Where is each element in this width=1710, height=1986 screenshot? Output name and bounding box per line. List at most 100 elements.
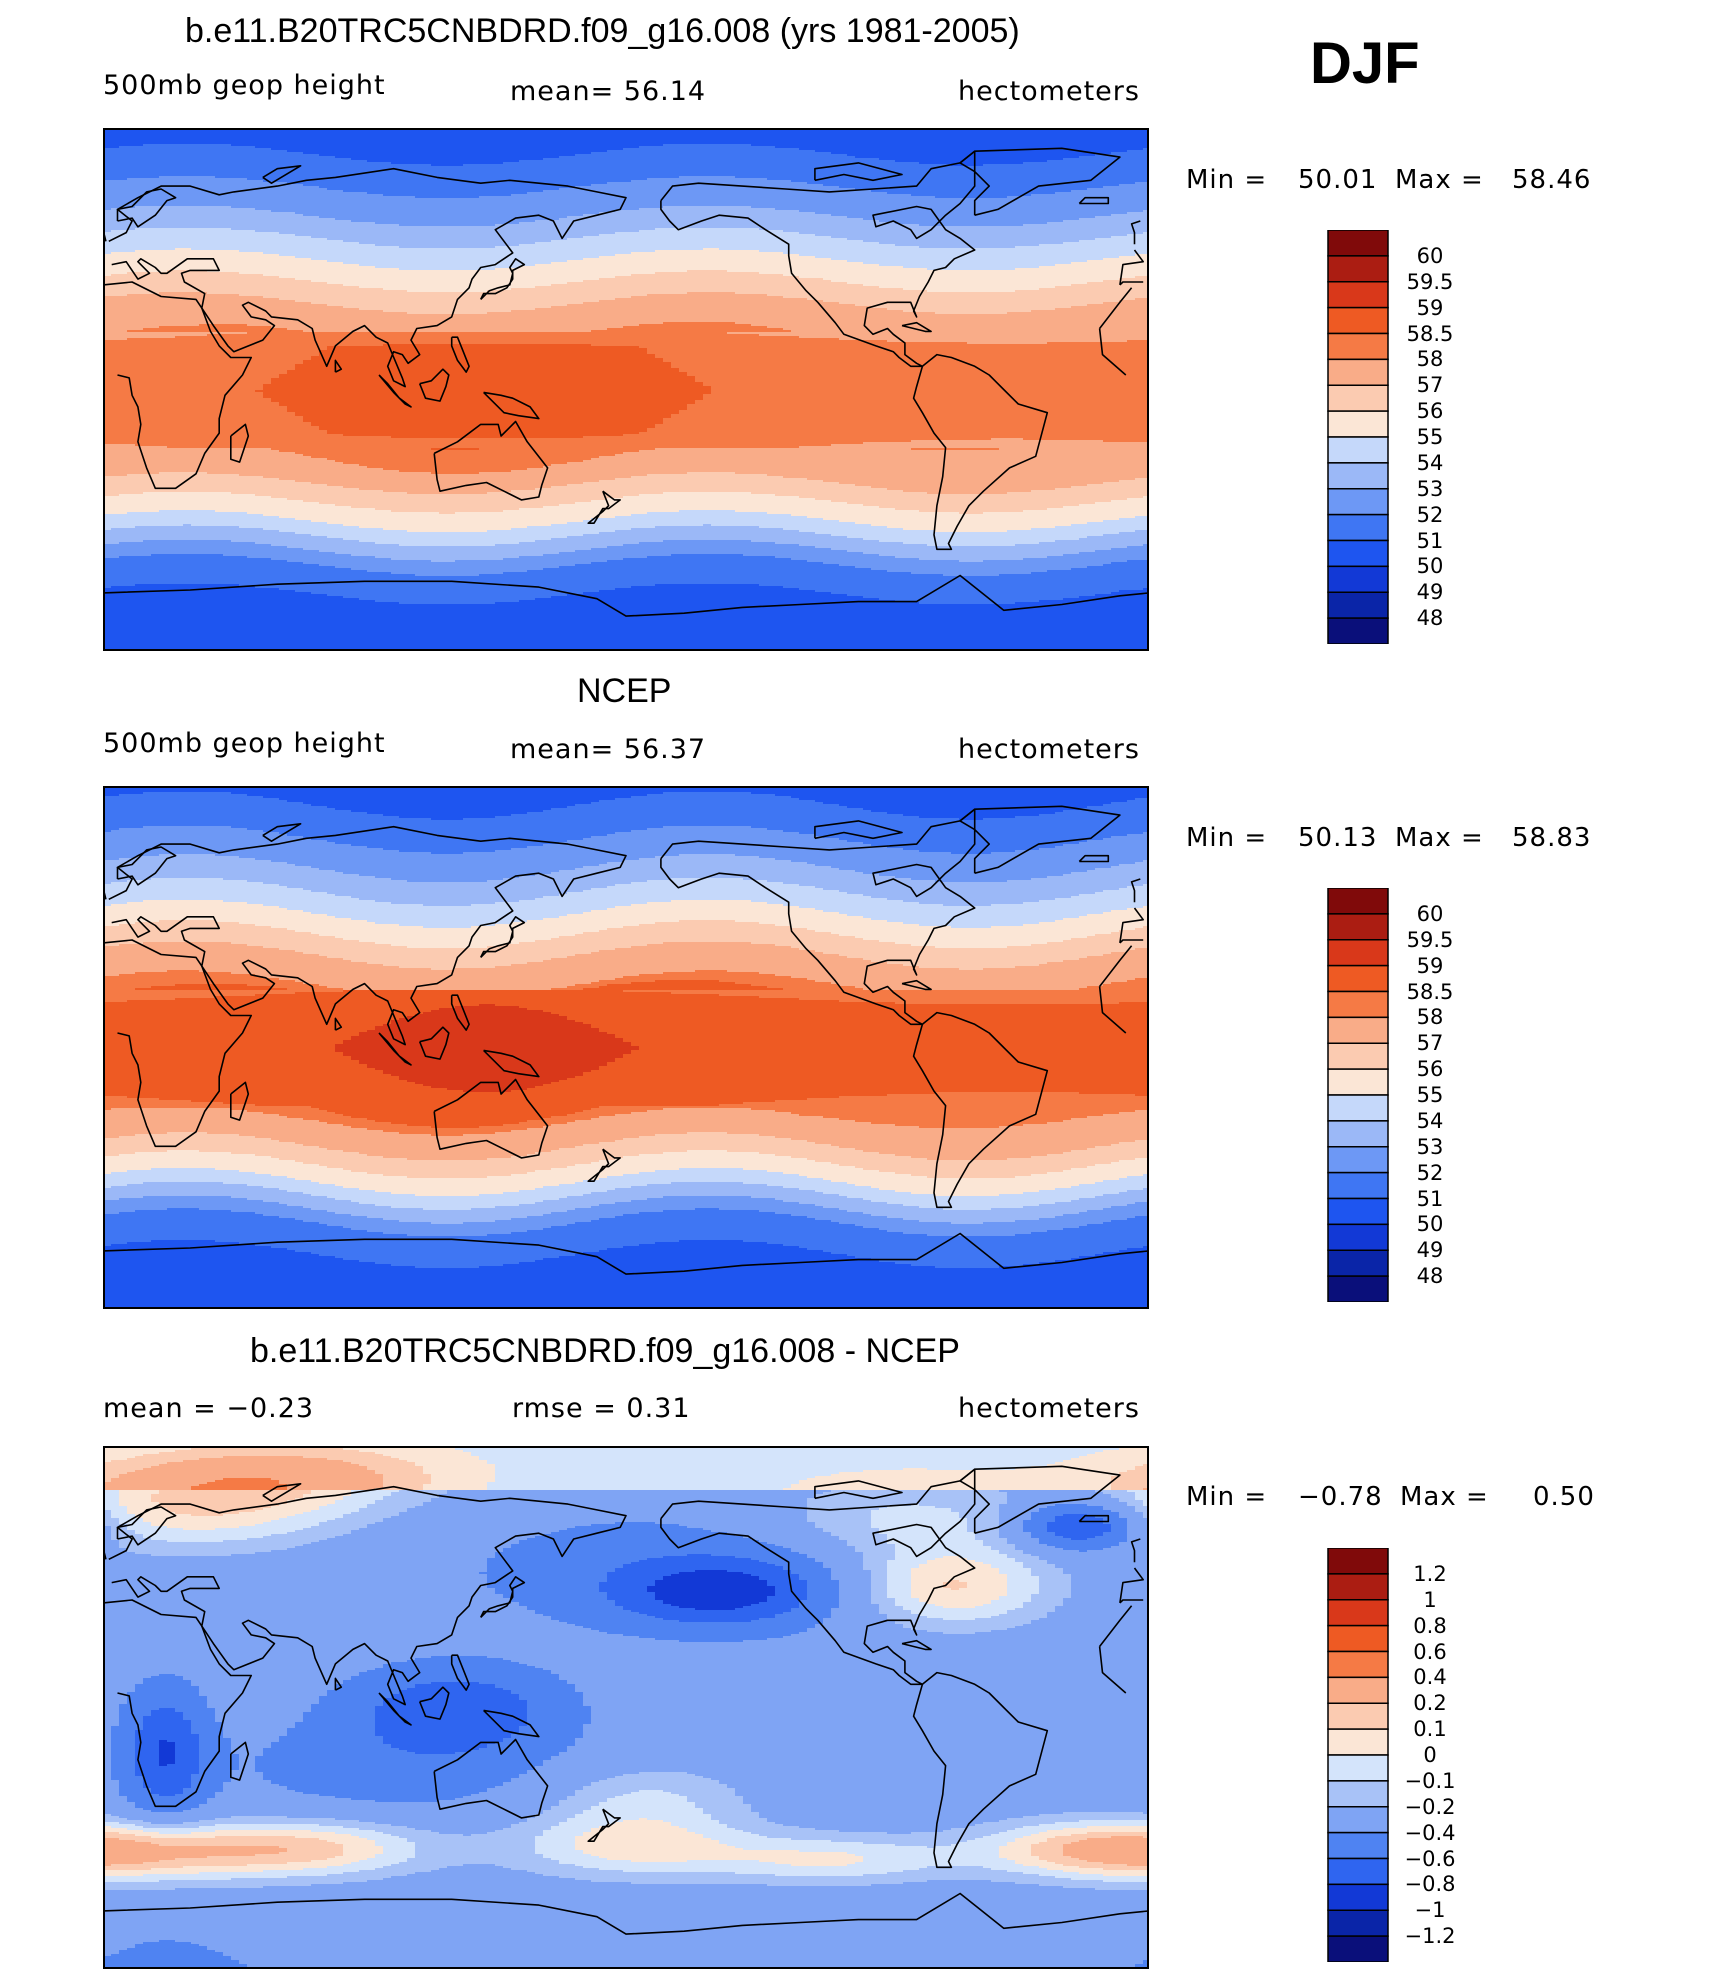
panel-1-min-label: Min = xyxy=(1186,165,1267,195)
colorbar-swatch xyxy=(1328,1703,1388,1729)
panel-1-mean-label: mean= 56.14 xyxy=(510,76,706,107)
colorbar-swatch xyxy=(1328,385,1388,411)
colorbar-tick-label: −1 xyxy=(1400,1898,1460,1922)
colorbar-swatch xyxy=(1328,437,1388,463)
colorbar-swatch xyxy=(1328,1574,1388,1600)
colorbar-swatch xyxy=(1328,566,1388,592)
panel-2-colorbar-labels: 60 59.5 59 58.5 58 57 56 55 54 53 52 51 50 49 48 xyxy=(1400,888,1480,1302)
colorbar-tick-label: 58.5 xyxy=(1400,980,1460,1004)
colorbar-tick-label: 0.1 xyxy=(1400,1717,1460,1741)
colorbar-swatch xyxy=(1328,1121,1388,1147)
colorbar-swatch xyxy=(1328,1729,1388,1755)
colorbar-swatch xyxy=(1328,1173,1388,1199)
colorbar-swatch xyxy=(1328,1199,1388,1225)
colorbar-swatch xyxy=(1328,282,1388,308)
colorbar-tick-label: 1.2 xyxy=(1400,1562,1460,1586)
panel-2-max-value: 58.83 xyxy=(1512,823,1591,853)
panel-1-title: b.e11.B20TRC5CNBDRD.f09_g16.008 (yrs 198… xyxy=(185,12,1020,51)
panel-1-colorbar xyxy=(1327,230,1389,644)
colorbar-tick-label: 54 xyxy=(1400,1109,1460,1133)
colorbar-swatch xyxy=(1328,463,1388,489)
colorbar-tick-label: 54 xyxy=(1400,451,1460,475)
colorbar-swatch xyxy=(1328,256,1388,282)
colorbar-tick-label: 56 xyxy=(1400,399,1460,423)
colorbar-tick-label: 55 xyxy=(1400,1083,1460,1107)
colorbar-tick-label: 50 xyxy=(1400,1212,1460,1236)
colorbar-swatch xyxy=(1328,1250,1388,1276)
colorbar-tick-label: 51 xyxy=(1400,529,1460,553)
panel-3-title: b.e11.B20TRC5CNBDRD.f09_g16.008 - NCEP xyxy=(250,1332,960,1371)
panel-3-min-label: Min = xyxy=(1186,1482,1267,1512)
colorbar-tick-label: −0.1 xyxy=(1400,1769,1460,1793)
panel-2-title: NCEP xyxy=(577,672,671,711)
panel-2-min-label: Min = xyxy=(1186,823,1267,853)
colorbar-tick-label: 59.5 xyxy=(1400,928,1460,952)
colorbar-tick-label: 0.8 xyxy=(1400,1614,1460,1638)
colorbar-tick-label: 60 xyxy=(1400,902,1460,926)
colorbar-tick-label: 58.5 xyxy=(1400,322,1460,346)
colorbar-tick-label: 53 xyxy=(1400,1135,1460,1159)
panel-3-mean-label: mean = −0.23 xyxy=(103,1393,314,1424)
panel-2-mean-label: mean= 56.37 xyxy=(510,734,706,765)
colorbar-tick-label: 53 xyxy=(1400,477,1460,501)
colorbar-tick-label: 59.5 xyxy=(1400,270,1460,294)
panel-3-max-label: Max = xyxy=(1400,1482,1489,1512)
colorbar-swatch xyxy=(1328,1017,1388,1043)
colorbar-swatch xyxy=(1328,230,1388,256)
colorbar-tick-label: 48 xyxy=(1400,1264,1460,1288)
panel-1-min-value: 50.01 xyxy=(1298,165,1377,195)
colorbar-swatch xyxy=(1328,1936,1388,1962)
panel-1-max-value: 58.46 xyxy=(1512,165,1591,195)
panel-3-rmse-label: rmse = 0.31 xyxy=(512,1393,691,1424)
colorbar-swatch xyxy=(1328,888,1388,914)
panel-1-max-label: Max = xyxy=(1395,165,1484,195)
colorbar-swatch xyxy=(1328,1755,1388,1781)
colorbar-tick-label: 1 xyxy=(1400,1588,1460,1612)
colorbar-tick-label: 58 xyxy=(1400,1005,1460,1029)
colorbar-swatch xyxy=(1328,1884,1388,1910)
colorbar-swatch xyxy=(1328,618,1388,644)
colorbar-swatch xyxy=(1328,1147,1388,1173)
colorbar-swatch xyxy=(1328,592,1388,618)
colorbar-swatch xyxy=(1328,1677,1388,1703)
colorbar-swatch xyxy=(1328,1548,1388,1574)
colorbar-swatch xyxy=(1328,1807,1388,1833)
panel-3-max-value: 0.50 xyxy=(1533,1482,1595,1512)
colorbar-tick-label: 52 xyxy=(1400,503,1460,527)
colorbar-tick-label: 48 xyxy=(1400,606,1460,630)
colorbar-tick-label: 59 xyxy=(1400,296,1460,320)
colorbar-swatch xyxy=(1328,1910,1388,1936)
panel-3-colorbar xyxy=(1327,1548,1389,1962)
colorbar-tick-label: 0.4 xyxy=(1400,1665,1460,1689)
colorbar-tick-label: 51 xyxy=(1400,1187,1460,1211)
colorbar-tick-label: 52 xyxy=(1400,1161,1460,1185)
colorbar-swatch xyxy=(1328,308,1388,334)
colorbar-swatch xyxy=(1328,489,1388,515)
colorbar-tick-label: 49 xyxy=(1400,1238,1460,1262)
panel-2-variable-label: 500mb geop height xyxy=(103,728,386,759)
colorbar-swatch xyxy=(1328,1276,1388,1302)
colorbar-swatch xyxy=(1328,1095,1388,1121)
colorbar-tick-label: −0.6 xyxy=(1400,1847,1460,1871)
panel-3-colorbar-labels: 1.2 1 0.8 0.6 0.4 0.2 0.1 0 −0.1 −0.2 −0.4 −0.6 −0.8… xyxy=(1400,1548,1480,1962)
colorbar-tick-label: 0.2 xyxy=(1400,1691,1460,1715)
panel-2-colorbar xyxy=(1327,888,1389,1302)
colorbar-tick-label: −1.2 xyxy=(1400,1924,1460,1948)
panel-2-max-label: Max = xyxy=(1395,823,1484,853)
panel-1-variable-label: 500mb geop height xyxy=(103,70,386,101)
colorbar-swatch xyxy=(1328,940,1388,966)
colorbar-tick-label: 57 xyxy=(1400,1031,1460,1055)
colorbar-swatch xyxy=(1328,1600,1388,1626)
panel-1-units-label: hectometers xyxy=(958,76,1140,107)
colorbar-tick-label: 56 xyxy=(1400,1057,1460,1081)
panel-2-map xyxy=(103,786,1149,1309)
colorbar-swatch xyxy=(1328,914,1388,940)
panel-2-min-value: 50.13 xyxy=(1298,823,1377,853)
colorbar-tick-label: 55 xyxy=(1400,425,1460,449)
colorbar-tick-label: 59 xyxy=(1400,954,1460,978)
colorbar-swatch xyxy=(1328,1652,1388,1678)
panel-1-colorbar-labels: 60 59.5 59 58.5 58 57 56 55 54 53 52 51 50 49 48 xyxy=(1400,230,1480,644)
colorbar-swatch xyxy=(1328,359,1388,385)
panel-2-map-fill xyxy=(103,786,1149,1309)
colorbar-tick-label: −0.8 xyxy=(1400,1872,1460,1896)
